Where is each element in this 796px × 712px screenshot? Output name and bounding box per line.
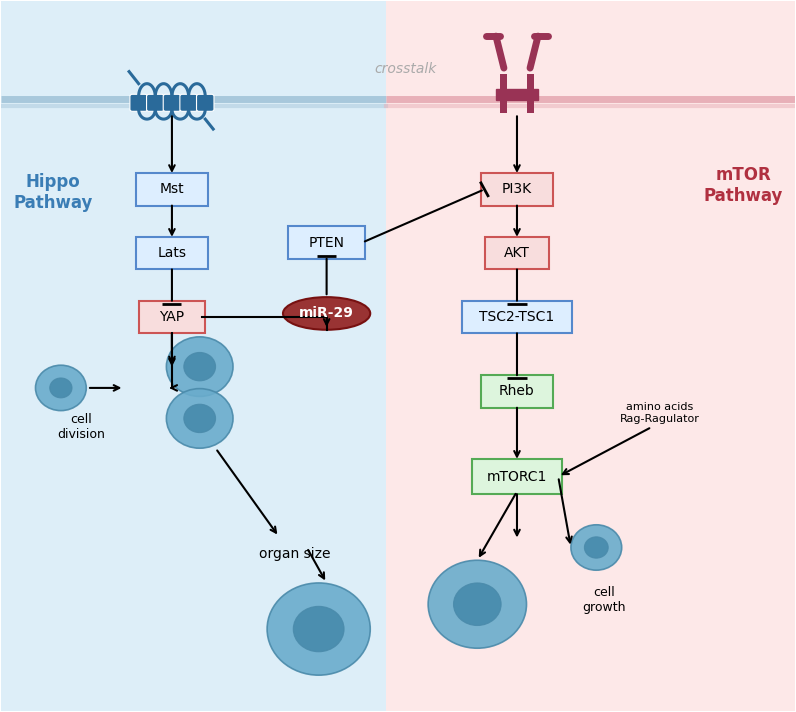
FancyBboxPatch shape (287, 226, 365, 259)
Circle shape (166, 337, 233, 397)
Text: PTEN: PTEN (309, 236, 345, 249)
Circle shape (50, 378, 72, 398)
Circle shape (428, 560, 526, 648)
FancyBboxPatch shape (472, 459, 562, 494)
Bar (386, 1, 794, 711)
Text: Rheb: Rheb (499, 384, 535, 399)
Bar (2, 1, 386, 711)
FancyBboxPatch shape (482, 173, 552, 206)
Ellipse shape (283, 297, 370, 330)
Bar (501, 75, 508, 113)
Text: mTORC1: mTORC1 (487, 470, 547, 483)
Text: organ size: organ size (259, 548, 330, 562)
Text: amino acids
Rag-Ragulator: amino acids Rag-Ragulator (620, 402, 700, 424)
FancyBboxPatch shape (180, 94, 197, 111)
Circle shape (584, 537, 608, 558)
FancyBboxPatch shape (163, 94, 181, 111)
Circle shape (36, 365, 86, 411)
Text: crosstalk: crosstalk (375, 62, 437, 75)
Circle shape (267, 583, 370, 675)
Text: YAP: YAP (159, 310, 185, 324)
FancyBboxPatch shape (139, 300, 205, 333)
Circle shape (184, 404, 216, 433)
Text: Lats: Lats (158, 246, 186, 260)
Circle shape (454, 583, 501, 626)
Text: AKT: AKT (504, 246, 530, 260)
FancyBboxPatch shape (136, 237, 208, 269)
FancyBboxPatch shape (146, 94, 164, 111)
FancyBboxPatch shape (482, 375, 552, 408)
Circle shape (184, 352, 216, 381)
Text: Hippo
Pathway: Hippo Pathway (14, 174, 92, 212)
FancyBboxPatch shape (197, 94, 214, 111)
Text: PI3K: PI3K (502, 182, 532, 197)
Text: TSC2-TSC1: TSC2-TSC1 (479, 310, 555, 324)
Text: cell
growth: cell growth (583, 587, 626, 614)
FancyBboxPatch shape (136, 173, 208, 206)
Text: Mst: Mst (160, 182, 184, 197)
FancyBboxPatch shape (486, 237, 548, 269)
Bar (526, 75, 533, 113)
FancyBboxPatch shape (130, 94, 147, 111)
Circle shape (293, 607, 344, 651)
Text: mTOR
Pathway: mTOR Pathway (704, 167, 782, 205)
Text: miR-29: miR-29 (299, 306, 354, 320)
Circle shape (571, 525, 622, 570)
Circle shape (166, 389, 233, 448)
Text: cell
division: cell division (57, 413, 104, 441)
FancyBboxPatch shape (497, 88, 537, 100)
FancyBboxPatch shape (462, 300, 572, 333)
